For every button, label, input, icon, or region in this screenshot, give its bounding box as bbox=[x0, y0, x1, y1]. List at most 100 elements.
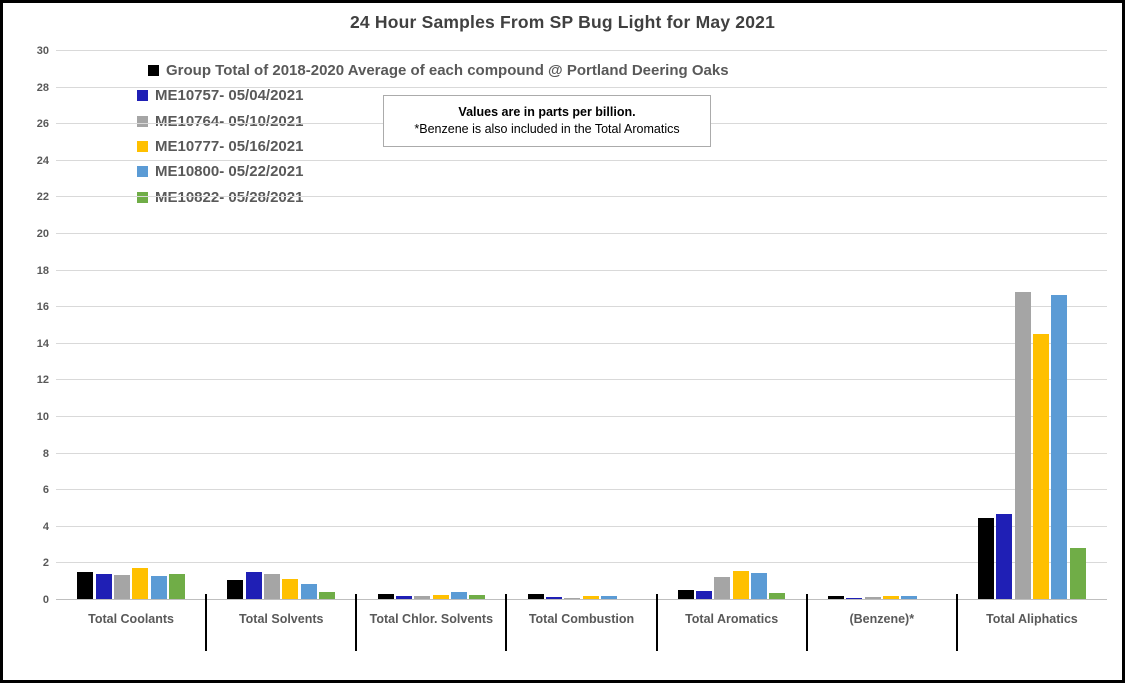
bar bbox=[450, 591, 467, 599]
y-axis-tick-label: 22 bbox=[36, 191, 49, 204]
legend-swatch-icon bbox=[137, 166, 148, 178]
chart-title: 24 Hour Samples From SP Bug Light for Ma… bbox=[349, 12, 776, 32]
gridline bbox=[56, 452, 1107, 454]
category-separator-tick bbox=[505, 594, 508, 651]
bar bbox=[318, 591, 335, 599]
bar bbox=[469, 594, 486, 599]
gridline bbox=[56, 233, 1107, 234]
category-label: Total Coolants bbox=[88, 612, 175, 626]
legend-item: ME10757- 05/04/2021 bbox=[137, 83, 729, 108]
bar bbox=[996, 513, 1013, 599]
legend-item: Group Total of 2018-2020 Average of each… bbox=[148, 58, 729, 83]
bar bbox=[546, 597, 563, 599]
category-label: Total Solvents bbox=[238, 612, 324, 626]
bar bbox=[1051, 295, 1068, 599]
bar bbox=[77, 572, 94, 599]
bar bbox=[696, 590, 713, 599]
category-label: Total Chlor. Solvents bbox=[369, 612, 494, 626]
x-axis-line bbox=[56, 599, 1107, 600]
y-axis-tick-label: 8 bbox=[42, 447, 49, 460]
legend-swatch-icon bbox=[148, 65, 159, 77]
legend-label: ME10777- 05/16/2021 bbox=[155, 138, 304, 156]
bar bbox=[414, 595, 431, 599]
bar bbox=[282, 578, 299, 599]
bar bbox=[132, 567, 149, 599]
category-separator-tick bbox=[955, 594, 958, 651]
bar bbox=[600, 596, 617, 599]
bar bbox=[582, 595, 599, 599]
bar bbox=[864, 597, 881, 599]
legend-item: ME10777- 05/16/2021 bbox=[137, 134, 729, 159]
y-axis-tick-label: 14 bbox=[36, 337, 49, 350]
bar bbox=[978, 518, 995, 599]
gridline bbox=[56, 525, 1107, 527]
y-axis-tick-label: 4 bbox=[42, 520, 49, 533]
y-axis-tick-label: 18 bbox=[36, 264, 49, 277]
y-axis-tick-label: 30 bbox=[36, 45, 49, 57]
legend-label: ME10764- 05/10/2021 bbox=[155, 112, 304, 130]
gridline bbox=[56, 342, 1107, 344]
bar bbox=[769, 592, 786, 599]
bar bbox=[732, 570, 749, 599]
bar bbox=[677, 589, 694, 599]
bar bbox=[714, 577, 731, 599]
category-separator-tick bbox=[655, 594, 658, 651]
legend-swatch-icon bbox=[137, 115, 148, 127]
gridline bbox=[56, 269, 1107, 271]
category-label: Total Aromatics bbox=[685, 612, 779, 626]
category-label: Total Aliphatics bbox=[986, 612, 1078, 626]
gridline bbox=[56, 306, 1107, 308]
gridline bbox=[56, 86, 1107, 88]
bar bbox=[751, 573, 768, 599]
bar bbox=[168, 574, 185, 599]
y-axis-tick-label: 20 bbox=[36, 228, 49, 240]
bar bbox=[395, 596, 412, 599]
y-axis-tick-label: 6 bbox=[42, 484, 49, 497]
legend-label: ME10800- 05/22/2021 bbox=[155, 163, 304, 181]
bar bbox=[300, 584, 317, 599]
y-axis-tick-label: 24 bbox=[36, 154, 49, 167]
y-axis-tick-label: 2 bbox=[42, 557, 49, 570]
category-label: (Benzene)* bbox=[849, 612, 915, 626]
bar bbox=[227, 579, 244, 599]
y-axis-tick-label: 10 bbox=[36, 411, 49, 423]
bar bbox=[264, 574, 281, 599]
annotation-line2: *Benzene is also included in the Total A… bbox=[414, 122, 680, 136]
plot-area bbox=[56, 50, 1107, 600]
bar bbox=[95, 574, 112, 599]
gridline bbox=[56, 379, 1107, 381]
bar bbox=[846, 598, 863, 599]
legend-label: ME10757- 05/04/2021 bbox=[155, 87, 304, 105]
bar bbox=[527, 594, 544, 599]
legend: Group Total of 2018-2020 Average of each… bbox=[137, 58, 729, 210]
y-axis-tick-label: 12 bbox=[36, 374, 49, 387]
bar bbox=[150, 576, 167, 599]
category-separator-tick bbox=[805, 594, 808, 651]
gridline bbox=[56, 416, 1107, 417]
legend-item: ME10800- 05/22/2021 bbox=[137, 159, 729, 184]
bar bbox=[564, 597, 581, 599]
y-axis-tick-label: 26 bbox=[36, 118, 49, 131]
annotation-box: Values are in parts per billion. *Benzen… bbox=[383, 95, 711, 147]
y-axis-tick-label: 16 bbox=[36, 301, 49, 314]
bar bbox=[245, 572, 262, 599]
bar bbox=[901, 595, 918, 599]
bar bbox=[828, 596, 845, 599]
bar bbox=[882, 595, 899, 599]
bar bbox=[432, 595, 449, 599]
gridline bbox=[56, 159, 1107, 161]
gridline bbox=[56, 489, 1107, 491]
annotation-line1: Values are in parts per billion. bbox=[458, 105, 636, 119]
category-separator-tick bbox=[355, 594, 358, 651]
bar bbox=[1033, 333, 1050, 599]
legend-label: Group Total of 2018-2020 Average of each… bbox=[166, 62, 729, 80]
bar bbox=[377, 593, 394, 599]
category-separator-tick bbox=[205, 594, 208, 651]
y-axis-tick-label: 28 bbox=[36, 81, 49, 94]
legend-item: ME10764- 05/10/2021 bbox=[137, 109, 729, 134]
gridline bbox=[56, 196, 1107, 198]
bar bbox=[1069, 547, 1086, 599]
y-axis-tick-label: 0 bbox=[42, 594, 49, 606]
bar bbox=[1014, 291, 1031, 599]
